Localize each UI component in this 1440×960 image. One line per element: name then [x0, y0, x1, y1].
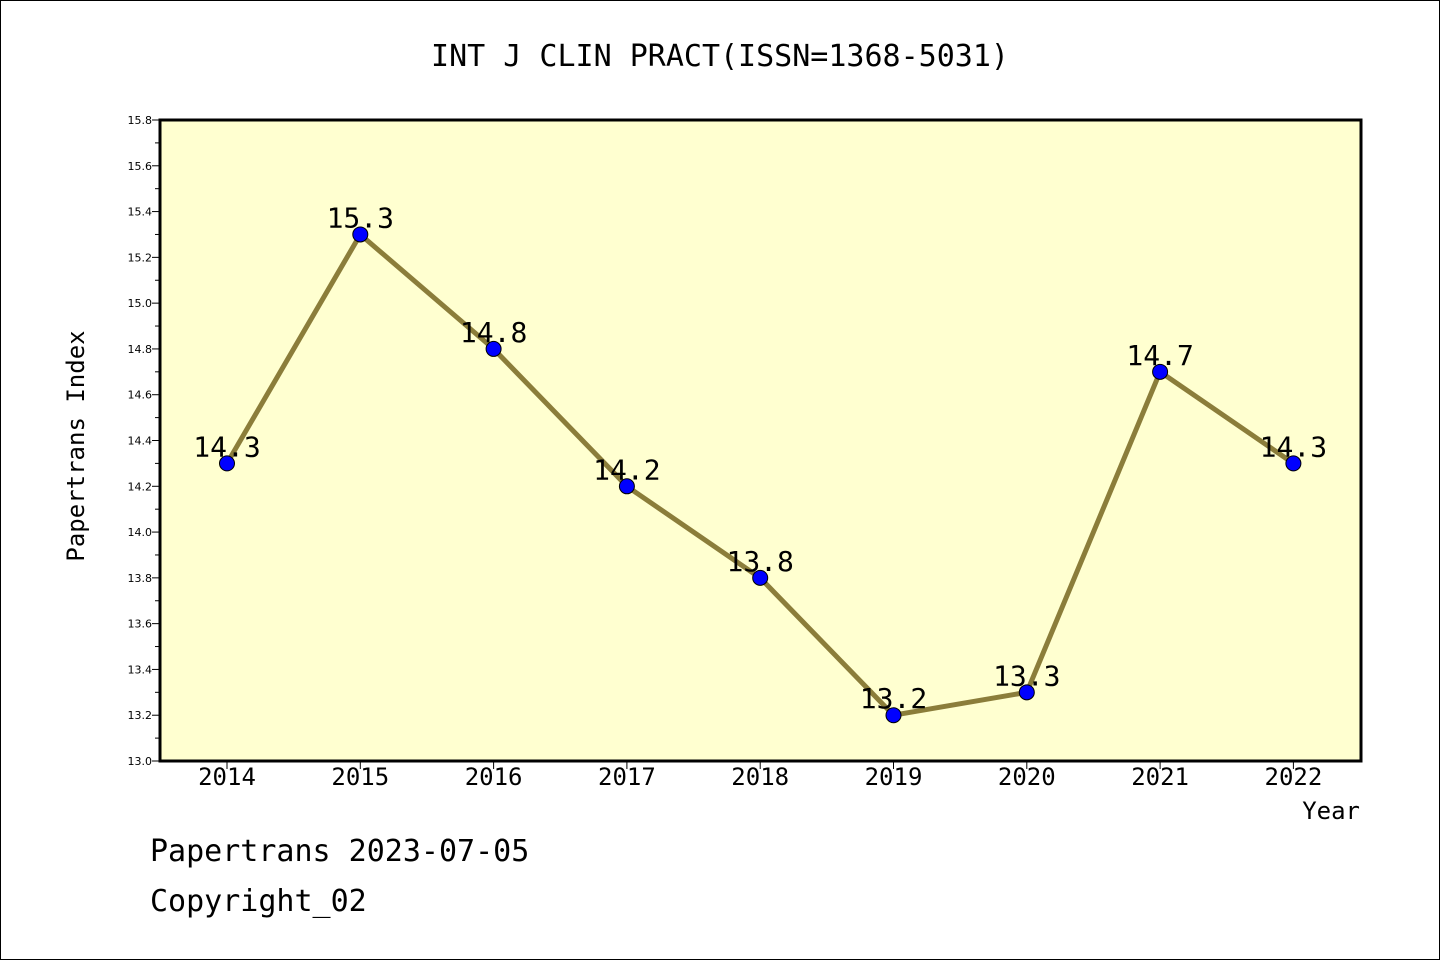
data-label: 14.3 [193, 430, 260, 463]
x-tick-label: 2020 [998, 763, 1056, 791]
y-tick-label: 15.0 [128, 297, 153, 310]
series-points-group [219, 226, 1302, 724]
data-point [1152, 363, 1169, 380]
data-labels-group: 14.3 15.3 14.8 14.2 13.8 13.2 13.3 14.7 14.3 [193, 201, 1327, 715]
y-tick-label: 14.2 [128, 480, 153, 493]
y-tick-label: 13.6 [128, 618, 153, 631]
y-tick-label: 14.4 [128, 435, 153, 448]
chart-title: INT J CLIN PRACT(ISSN=1368-5031) [431, 39, 1009, 74]
y-tick-label: 14.6 [128, 389, 153, 402]
data-label: 14.2 [593, 453, 660, 486]
x-tick-label: 2021 [1131, 763, 1189, 791]
data-label: 15.3 [327, 201, 394, 234]
x-axis-label: Year [1302, 797, 1360, 825]
y-tick-label: 15.4 [128, 206, 153, 219]
data-label: 13.3 [993, 659, 1060, 692]
x-tick-label: 2014 [198, 763, 256, 791]
x-tick-label: 2017 [598, 763, 656, 791]
x-tick-label: 2022 [1265, 763, 1323, 791]
data-label: 14.7 [1126, 339, 1193, 372]
y-axis: 13.0 13.2 13.4 13.6 13.8 14.0 14.2 14.4 14.6 14.8… [128, 114, 160, 768]
x-tick-label: 2018 [731, 763, 789, 791]
x-tick-label: 2015 [331, 763, 389, 791]
y-tick-label: 13.2 [128, 709, 153, 722]
data-label: 13.8 [726, 545, 793, 578]
y-tick-label: 14.8 [128, 343, 153, 356]
x-tick-label: 2019 [865, 763, 923, 791]
data-point [352, 226, 369, 243]
data-point [885, 707, 902, 724]
data-point [1285, 455, 1302, 472]
footer-copyright-text: Copyright_02 [150, 884, 367, 919]
x-tick-label: 2016 [465, 763, 523, 791]
y-axis-label: Papertrans Index [62, 330, 90, 561]
data-point [618, 478, 635, 495]
y-tick-label: 14.0 [128, 526, 153, 539]
data-point [752, 569, 769, 586]
footer-date-text: Papertrans 2023-07-05 [150, 834, 530, 869]
data-point [1018, 684, 1035, 701]
x-axis: 2014 2015 2016 2017 2018 2019 2020 2021 2022 [198, 761, 1322, 791]
y-tick-label: 13.0 [128, 755, 153, 768]
y-tick-label: 15.6 [128, 160, 153, 173]
y-tick-label: 15.8 [128, 114, 153, 127]
data-label: 14.8 [460, 316, 527, 349]
data-label: 14.3 [1260, 430, 1327, 463]
data-point [219, 455, 235, 472]
y-tick-label: 13.8 [128, 572, 153, 585]
y-tick-label: 13.4 [128, 663, 153, 676]
y-tick-label: 15.2 [128, 251, 153, 264]
data-label: 13.2 [860, 682, 927, 715]
data-point [485, 340, 502, 357]
